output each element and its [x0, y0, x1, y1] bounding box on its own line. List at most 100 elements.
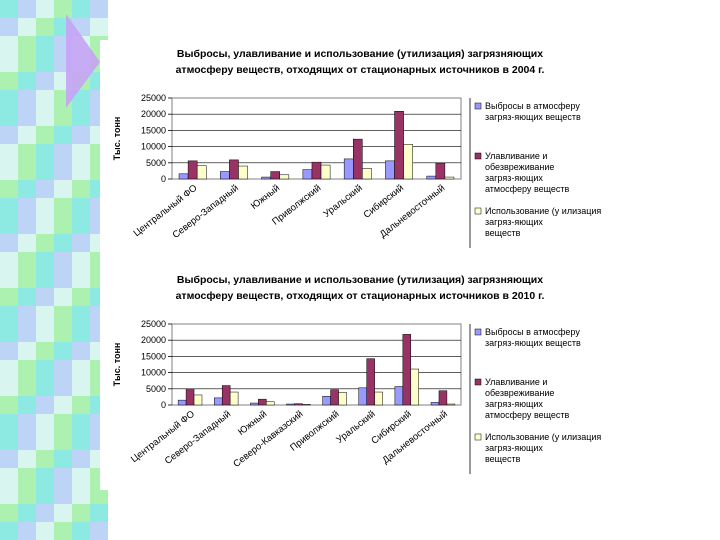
strip-tile — [72, 360, 90, 378]
chart-2010-legend-text: Использование (у илизация — [485, 432, 601, 442]
chart-2004-ytick-label: 15000 — [141, 125, 166, 135]
strip-tile — [0, 270, 18, 288]
strip-tile — [72, 234, 90, 252]
chart-2010-bar — [266, 401, 275, 406]
chart-2010-bar — [258, 398, 267, 406]
strip-tile — [18, 72, 36, 90]
strip-tile — [72, 504, 90, 522]
strip-tile — [0, 468, 18, 486]
strip-tile — [18, 126, 36, 144]
slide-content: Выбросы, улавливание и использование (ут… — [100, 40, 620, 490]
strip-tile — [54, 144, 72, 162]
chart-2010-ytick-label: 5000 — [146, 384, 166, 394]
strip-tile — [18, 162, 36, 180]
chart-2004-ytick-label: 10000 — [141, 142, 166, 152]
chart-2010-bar — [185, 388, 195, 406]
strip-tile — [36, 378, 54, 396]
chart-2004-bar — [187, 160, 198, 180]
chart-2004-ytick-label: 0 — [161, 174, 166, 184]
strip-tile — [54, 468, 72, 486]
chart-2010-bar — [366, 358, 375, 406]
strip-tile — [54, 432, 72, 450]
chart-2010-legend-swatch — [474, 378, 482, 386]
strip-tile — [72, 90, 90, 108]
strip-tile — [72, 126, 90, 144]
chart-2010-legend-text: Выбросы в атмосферу — [485, 327, 580, 337]
chart-2010-bar — [338, 392, 347, 406]
chart-2004-ylabel: Тыс. тонн — [112, 117, 122, 161]
strip-tile — [72, 396, 90, 414]
strip-tile — [0, 216, 18, 234]
chart-2004-bar — [220, 171, 230, 180]
strip-tile — [54, 378, 72, 396]
strip-tile — [18, 468, 36, 486]
chart-2004-title-line: Выбросы, улавливание и использование (ут… — [177, 48, 543, 60]
strip-tile — [0, 252, 18, 270]
strip-tile — [36, 252, 54, 270]
chart-2004-legend-text: атмосферу веществ — [485, 184, 570, 194]
chart-2010-title-line: Выбросы, улавливание и использование (ут… — [177, 274, 543, 286]
chart-2010-legend-swatch — [474, 328, 482, 336]
strip-tile — [36, 36, 54, 54]
chart-2010-ytick-label: 15000 — [141, 351, 166, 361]
strip-tile — [36, 54, 54, 72]
chart-2004-bar — [385, 160, 395, 180]
strip-tile — [54, 504, 72, 522]
strip-tile — [54, 360, 72, 378]
chart-2010-bar — [374, 391, 383, 406]
chart-2004-legend-text: веществ — [485, 228, 521, 238]
chart-2010-ylabel: Тыс. тонн — [112, 343, 122, 387]
chart-2010-bar — [214, 397, 223, 406]
strip-tile — [0, 306, 18, 324]
strip-tile — [18, 144, 36, 162]
strip-tile — [18, 270, 36, 288]
chart-2010-bar — [430, 402, 440, 406]
strip-tile — [36, 396, 54, 414]
strip-tile — [36, 360, 54, 378]
strip-tile — [0, 90, 18, 108]
strip-tile — [54, 342, 72, 360]
strip-tile — [0, 36, 18, 54]
strip-tile — [36, 450, 54, 468]
strip-tile — [36, 486, 54, 504]
strip-tile — [72, 468, 90, 486]
strip-tile — [18, 180, 36, 198]
strip-tile — [0, 54, 18, 72]
chart-2010-bar — [410, 368, 419, 406]
strip-tile — [72, 306, 90, 324]
strip-tile — [72, 144, 90, 162]
strip-tile — [36, 18, 54, 36]
strip-tile — [18, 108, 36, 126]
strip-tile — [0, 198, 18, 216]
strip-tile — [18, 0, 36, 18]
chart-2004-legend-text: Улавливание и — [485, 151, 547, 161]
chart-2004-legend-text: обезвреживание — [485, 162, 554, 172]
strip-tile — [36, 72, 54, 90]
chart-2004-bar — [238, 165, 248, 180]
strip-tile — [72, 450, 90, 468]
chart-2010-category-label: Северо-Западный — [163, 409, 233, 467]
strip-tile — [90, 504, 108, 522]
strip-tile — [54, 324, 72, 342]
chart-2010-bar — [229, 391, 239, 406]
strip-tile — [36, 504, 54, 522]
strip-tile — [72, 378, 90, 396]
strip-tile — [36, 234, 54, 252]
strip-tile — [72, 252, 90, 270]
decorative-side-strip — [0, 0, 108, 540]
strip-tile — [72, 180, 90, 198]
strip-tile — [0, 378, 18, 396]
chart-2010-bar — [446, 403, 456, 406]
strip-tile — [18, 36, 36, 54]
strip-tile — [36, 414, 54, 432]
strip-tile — [0, 0, 18, 18]
chart-2010-bar — [286, 403, 295, 406]
strip-tile — [0, 108, 18, 126]
chart-2010-bar — [330, 389, 339, 406]
chart-2004-bar — [444, 176, 455, 180]
chart-2010-bar — [358, 387, 367, 406]
chart-2004-bar — [302, 169, 313, 180]
strip-tile — [36, 144, 54, 162]
strip-tile — [18, 234, 36, 252]
chart-2010-title-line: атмосферу веществ, отходящих от стациона… — [176, 290, 545, 302]
